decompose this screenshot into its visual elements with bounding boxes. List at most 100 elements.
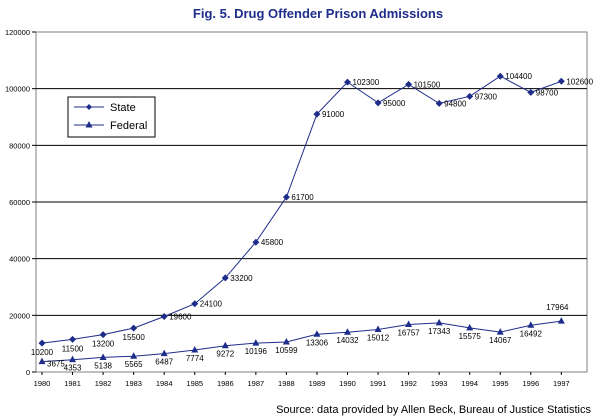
federal-data-label: 13306 (306, 338, 329, 347)
federal-data-label: 4353 (64, 364, 82, 373)
state-point (557, 77, 565, 85)
x-tick-label: 1986 (217, 379, 234, 388)
federal-data-label: 5565 (125, 360, 143, 369)
state-data-label: 97300 (475, 92, 498, 101)
y-tick-label: 100000 (5, 85, 30, 94)
y-tick-label: 60000 (9, 198, 30, 207)
state-data-label: 33200 (230, 274, 253, 283)
y-tick-label: 20000 (9, 311, 30, 320)
federal-data-label: 15012 (367, 333, 390, 342)
legend-federal-triangle-icon (85, 121, 93, 128)
y-tick-label: 0 (26, 368, 30, 377)
x-tick-label: 1983 (125, 379, 142, 388)
x-tick-label: 1994 (461, 379, 478, 388)
state-point (527, 88, 535, 96)
x-tick-label: 1985 (186, 379, 203, 388)
state-data-label: 19600 (169, 312, 192, 321)
federal-point (99, 353, 107, 360)
federal-point (252, 339, 260, 346)
source-note: Source: data provided by Allen Beck, Bur… (276, 404, 591, 416)
state-point (252, 238, 260, 246)
state-point (38, 339, 46, 347)
state-point (405, 80, 413, 88)
state-point (466, 92, 474, 100)
state-data-label: 98700 (536, 88, 559, 97)
state-data-label: 102300 (353, 78, 380, 87)
federal-data-label: 16492 (520, 329, 543, 338)
state-point (99, 331, 107, 339)
federal-line (41, 320, 562, 363)
state-data-label: 61700 (291, 193, 314, 202)
x-tick-label: 1995 (492, 379, 509, 388)
state-point (160, 312, 168, 320)
state-data-label: 11500 (62, 344, 84, 353)
x-tick-label: 1982 (95, 379, 112, 388)
federal-point (374, 325, 382, 332)
state-data-label: 13200 (92, 340, 115, 349)
federal-point (130, 352, 138, 359)
x-tick-label: 1990 (339, 379, 356, 388)
federal-point (191, 345, 199, 353)
x-tick-label: 1996 (522, 379, 539, 388)
chart-title: Fig. 5. Drug Offender Prison Admissions (193, 6, 443, 21)
federal-data-label: 9272 (216, 350, 234, 359)
federal-point (282, 337, 290, 345)
federal-point (496, 328, 504, 335)
federal-data-label: 14032 (336, 336, 359, 345)
gridlines (36, 88, 587, 316)
federal-data-label: 14067 (489, 336, 512, 345)
x-tick-label: 1984 (156, 379, 173, 388)
legend-state-diamond-icon (86, 104, 92, 110)
y-axis-ticks: 0 20000 40000 60000 80000 100000 120000 (5, 28, 36, 377)
state-data-label: 94800 (444, 99, 467, 108)
federal-point (69, 355, 77, 363)
state-data-label: 15500 (123, 333, 146, 342)
legend: State Federal (67, 96, 156, 138)
federal-data-label: 17343 (428, 327, 451, 336)
federal-point (38, 357, 46, 365)
state-data-label: 101500 (414, 80, 441, 89)
federal-data-label: 6487 (155, 358, 173, 367)
x-tick-label: 1993 (431, 379, 448, 388)
x-tick-label: 1981 (64, 379, 81, 388)
state-point (69, 335, 77, 343)
state-point (282, 193, 290, 201)
federal-point (466, 323, 474, 331)
x-tick-label: 1997 (553, 379, 570, 388)
legend-federal-label: Federal (110, 120, 147, 132)
federal-point (527, 321, 535, 328)
federal-data-label: 3675 (47, 360, 65, 369)
federal-point (557, 317, 565, 324)
state-data-label: 104400 (505, 72, 532, 81)
federal-data-label: 16757 (397, 329, 420, 338)
federal-data-label: 7774 (186, 354, 204, 363)
federal-point (160, 349, 168, 357)
federal-data-label: 5138 (94, 361, 112, 370)
federal-point (435, 318, 443, 326)
state-data-label: 91000 (322, 110, 345, 119)
federal-point (313, 330, 321, 337)
federal-data-label: 15575 (459, 332, 482, 341)
x-tick-label: 1991 (370, 379, 387, 388)
state-data-label: 45800 (261, 238, 284, 247)
state-data-label: 102600 (566, 77, 593, 86)
y-tick-label: 80000 (9, 141, 30, 150)
state-point (313, 110, 321, 118)
state-data-label: 10200 (31, 348, 54, 357)
series-group (38, 72, 565, 365)
federal-data-label: 10599 (275, 346, 298, 355)
state-point (191, 300, 199, 308)
x-tick-label: 1987 (248, 379, 265, 388)
federal-point (221, 341, 229, 349)
y-tick-label: 40000 (9, 255, 30, 264)
x-tick-label: 1992 (400, 379, 417, 388)
state-point (344, 78, 351, 86)
x-tick-label: 1989 (309, 379, 326, 388)
state-point (435, 99, 443, 107)
federal-point (344, 328, 351, 335)
federal-point (405, 320, 413, 328)
x-tick-label: 1988 (278, 379, 295, 388)
data-labels: 10200 11500 13200 15500 19600 24100 33200 45800… (31, 72, 594, 372)
legend-box (67, 96, 156, 138)
state-point (496, 72, 504, 80)
